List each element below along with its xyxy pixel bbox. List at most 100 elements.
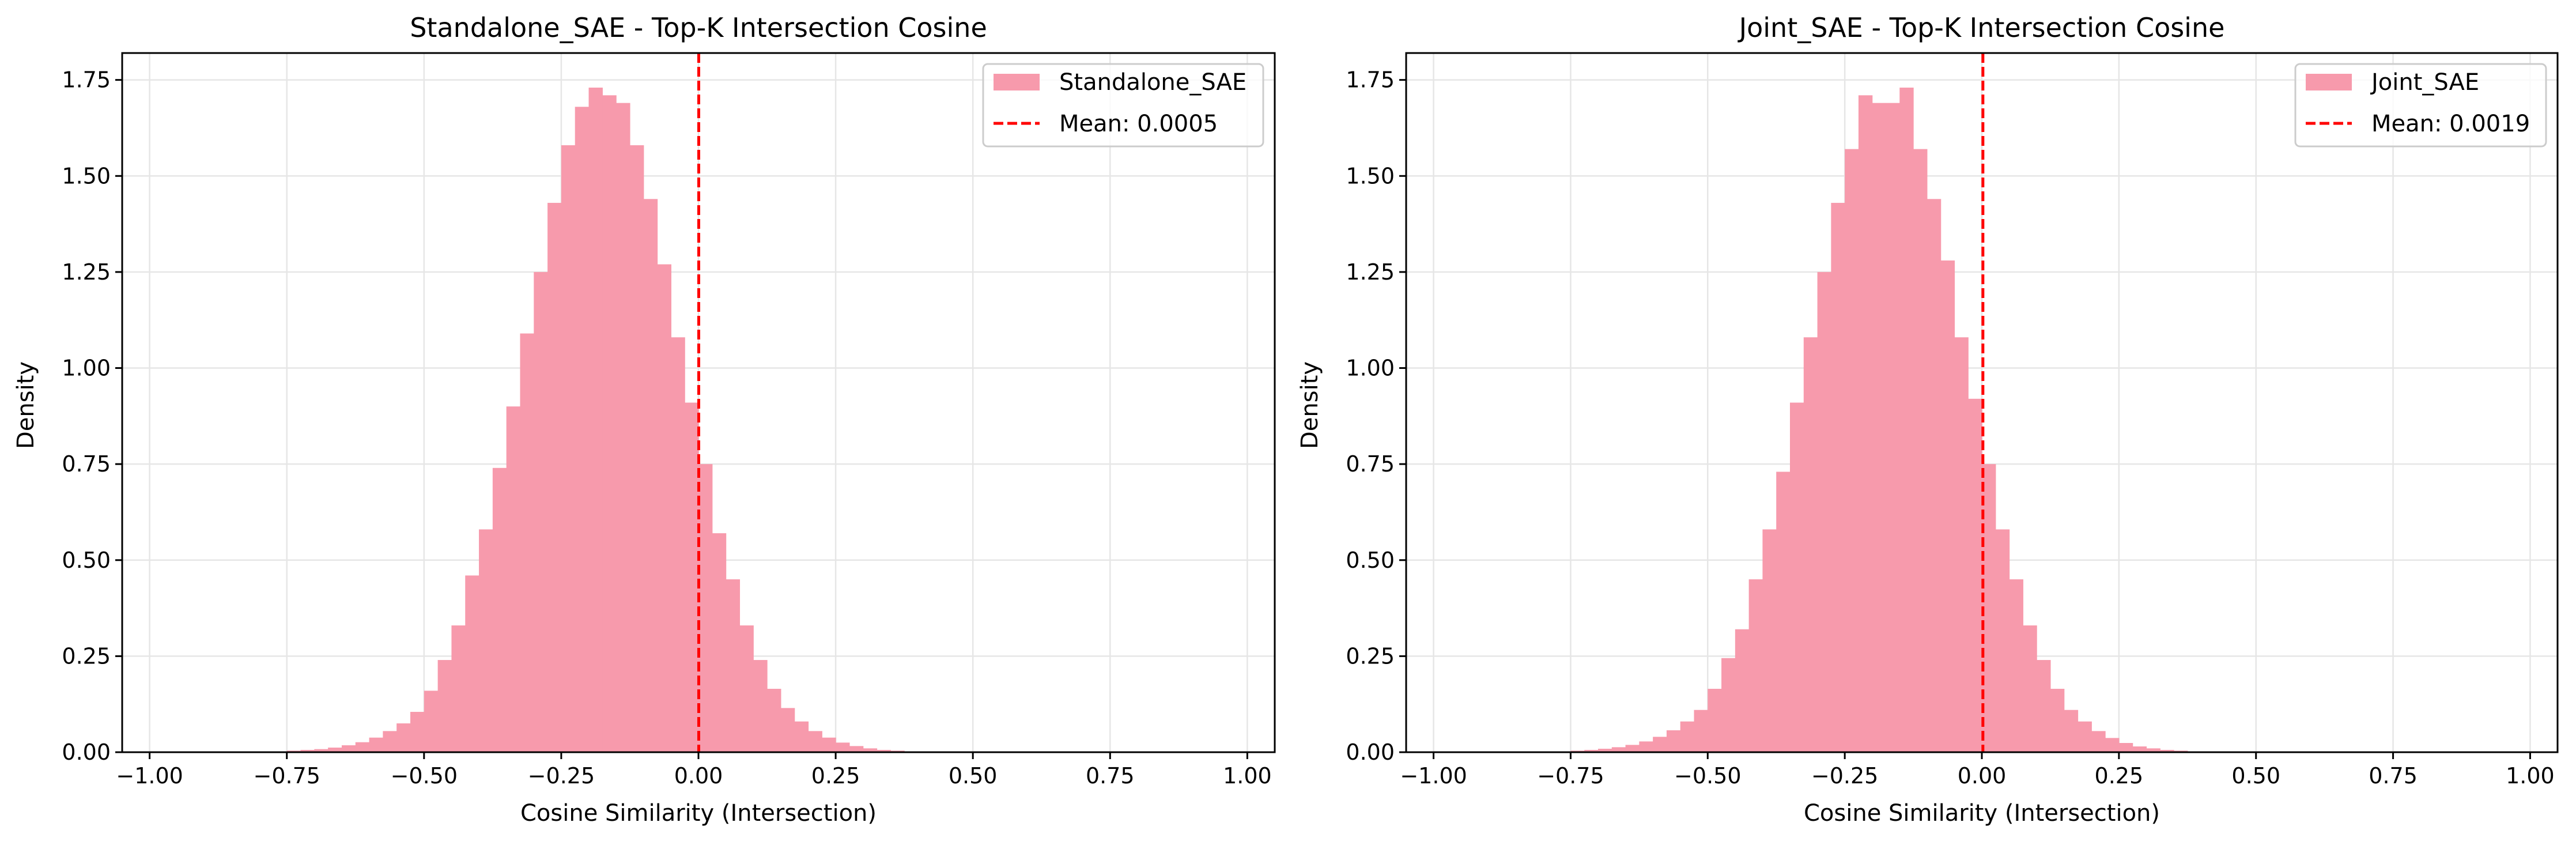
histogram-bar — [588, 87, 603, 752]
histogram-bar — [479, 529, 493, 752]
histogram-bar — [1845, 149, 1859, 753]
histogram-bar — [355, 742, 370, 752]
x-tick-label: −0.75 — [1537, 763, 1604, 789]
histogram-bar — [1995, 529, 2010, 752]
x-ticks: −1.00 −0.75 −0.50 −0.25 0.00 0.25 0.50 0.75 1.00 — [1400, 752, 2555, 789]
y-tick-label: 0.50 — [62, 548, 111, 573]
histogram-bar — [2078, 721, 2092, 752]
histogram-bar — [2118, 743, 2133, 752]
histogram-bar — [1831, 202, 1845, 752]
histogram-bar — [1666, 730, 1681, 752]
histogram-bar — [1817, 271, 1831, 752]
y-tick-label: 1.75 — [1346, 67, 1395, 93]
legend-label-mean: Mean: 0.0005 — [1059, 111, 1218, 137]
histogram-bar — [1886, 103, 1900, 753]
histogram-bar — [424, 691, 439, 752]
y-tick-label: 1.50 — [62, 163, 111, 188]
histogram-bar — [2023, 625, 2037, 752]
histogram-bar — [849, 746, 864, 752]
histogram-bar — [822, 737, 836, 752]
x-tick-label: −1.00 — [116, 763, 183, 789]
histogram-bar — [2105, 738, 2120, 752]
histogram-bar — [396, 723, 411, 752]
histogram-bar — [369, 737, 383, 752]
x-tick-label: 0.25 — [2095, 763, 2144, 789]
x-tick-label: 0.00 — [674, 763, 723, 789]
x-tick-label: −0.25 — [1811, 763, 1878, 789]
histogram-bar — [739, 625, 754, 752]
y-tick-label: 1.25 — [1346, 259, 1395, 285]
histogram-bar — [2064, 710, 2079, 752]
histogram-bar — [2050, 689, 2065, 752]
legend-label-series: Standalone_SAE — [1059, 69, 1247, 96]
histogram-bar — [808, 731, 822, 752]
histogram-bar — [2009, 579, 2023, 752]
x-tick-label: −1.00 — [1400, 763, 1467, 789]
histogram-bar — [437, 660, 452, 752]
histogram-bar — [1598, 749, 1612, 752]
histogram-bar — [1940, 260, 1955, 752]
histogram-bar — [1694, 710, 1708, 752]
y-tick-label: 0.25 — [62, 643, 111, 669]
histogram-bar — [575, 107, 590, 752]
x-tick-label: 1.00 — [2506, 763, 2555, 789]
histogram-bar — [1611, 747, 1626, 752]
y-tick-label: 0.00 — [1346, 740, 1395, 765]
histogram-bar — [2037, 660, 2051, 752]
histogram-bar — [300, 750, 315, 752]
x-tick-label: 0.50 — [2231, 763, 2280, 789]
histogram-bar — [1803, 337, 1818, 752]
chart-title: Standalone_SAE - Top-K Intersection Cosi… — [410, 12, 987, 43]
x-tick-label: −0.75 — [253, 763, 320, 789]
histogram-bar — [1872, 103, 1887, 753]
legend-label-mean: Mean: 0.0019 — [2371, 111, 2530, 137]
histogram-bar — [1790, 402, 1804, 752]
histogram-bar — [2146, 748, 2160, 752]
legend-box — [982, 63, 1264, 148]
histogram-bar — [657, 264, 671, 753]
x-ticks: −1.00 −0.75 −0.50 −0.25 0.00 0.25 0.50 0.75 1.00 — [116, 752, 1272, 789]
x-tick-label: 0.75 — [2369, 763, 2418, 789]
chart-panel-joint: Joint_SAE - Top-K Intersection Cosine −1… — [1297, 12, 2559, 827]
histogram-bar — [1639, 741, 1653, 752]
histogram-bar — [1968, 398, 1982, 752]
x-tick-label: −0.50 — [391, 763, 458, 789]
legend-swatch-bar — [994, 74, 1040, 90]
histogram-bar — [492, 467, 507, 752]
legend: Standalone_SAE Mean: 0.0005 — [982, 63, 1264, 148]
bars — [1543, 87, 2215, 753]
histogram-bar — [506, 406, 521, 752]
histogram-bar — [1954, 337, 1969, 752]
histogram-bar — [465, 575, 479, 752]
histogram-bar — [451, 625, 466, 752]
legend: Joint_SAE Mean: 0.0019 — [2294, 63, 2547, 148]
histogram-bar — [1748, 579, 1763, 752]
histogram-bar — [1899, 87, 1914, 752]
legend-swatch-bar — [2306, 74, 2352, 90]
y-tick-label: 0.00 — [62, 740, 111, 765]
histogram-bar — [1858, 95, 1873, 752]
histogram-bar — [1708, 689, 1722, 752]
histogram-bar — [712, 533, 727, 752]
y-tick-label: 1.50 — [1346, 163, 1395, 188]
histogram-bar — [1680, 721, 1695, 752]
histogram-bar — [2091, 731, 2106, 752]
histogram-bar — [410, 712, 425, 752]
histogram-bar — [698, 464, 713, 752]
y-tick-label: 0.75 — [1346, 451, 1395, 477]
histogram-bar — [1913, 149, 1928, 753]
histogram-bar — [341, 745, 356, 752]
histogram-bar — [836, 742, 850, 752]
y-tick-label: 0.50 — [1346, 548, 1395, 573]
histogram-bar — [643, 199, 658, 752]
histogram-bar — [602, 95, 617, 752]
chart-title: Joint_SAE - Top-K Intersection Cosine — [1738, 12, 2225, 43]
x-axis-label: Cosine Similarity (Intersection) — [520, 800, 877, 827]
y-tick-label: 1.00 — [62, 356, 111, 381]
x-tick-label: 0.75 — [1086, 763, 1135, 789]
histogram-bar — [753, 660, 768, 752]
histogram-bar — [1584, 750, 1599, 752]
histogram-bar — [2132, 746, 2147, 752]
histogram-bar — [877, 750, 891, 752]
